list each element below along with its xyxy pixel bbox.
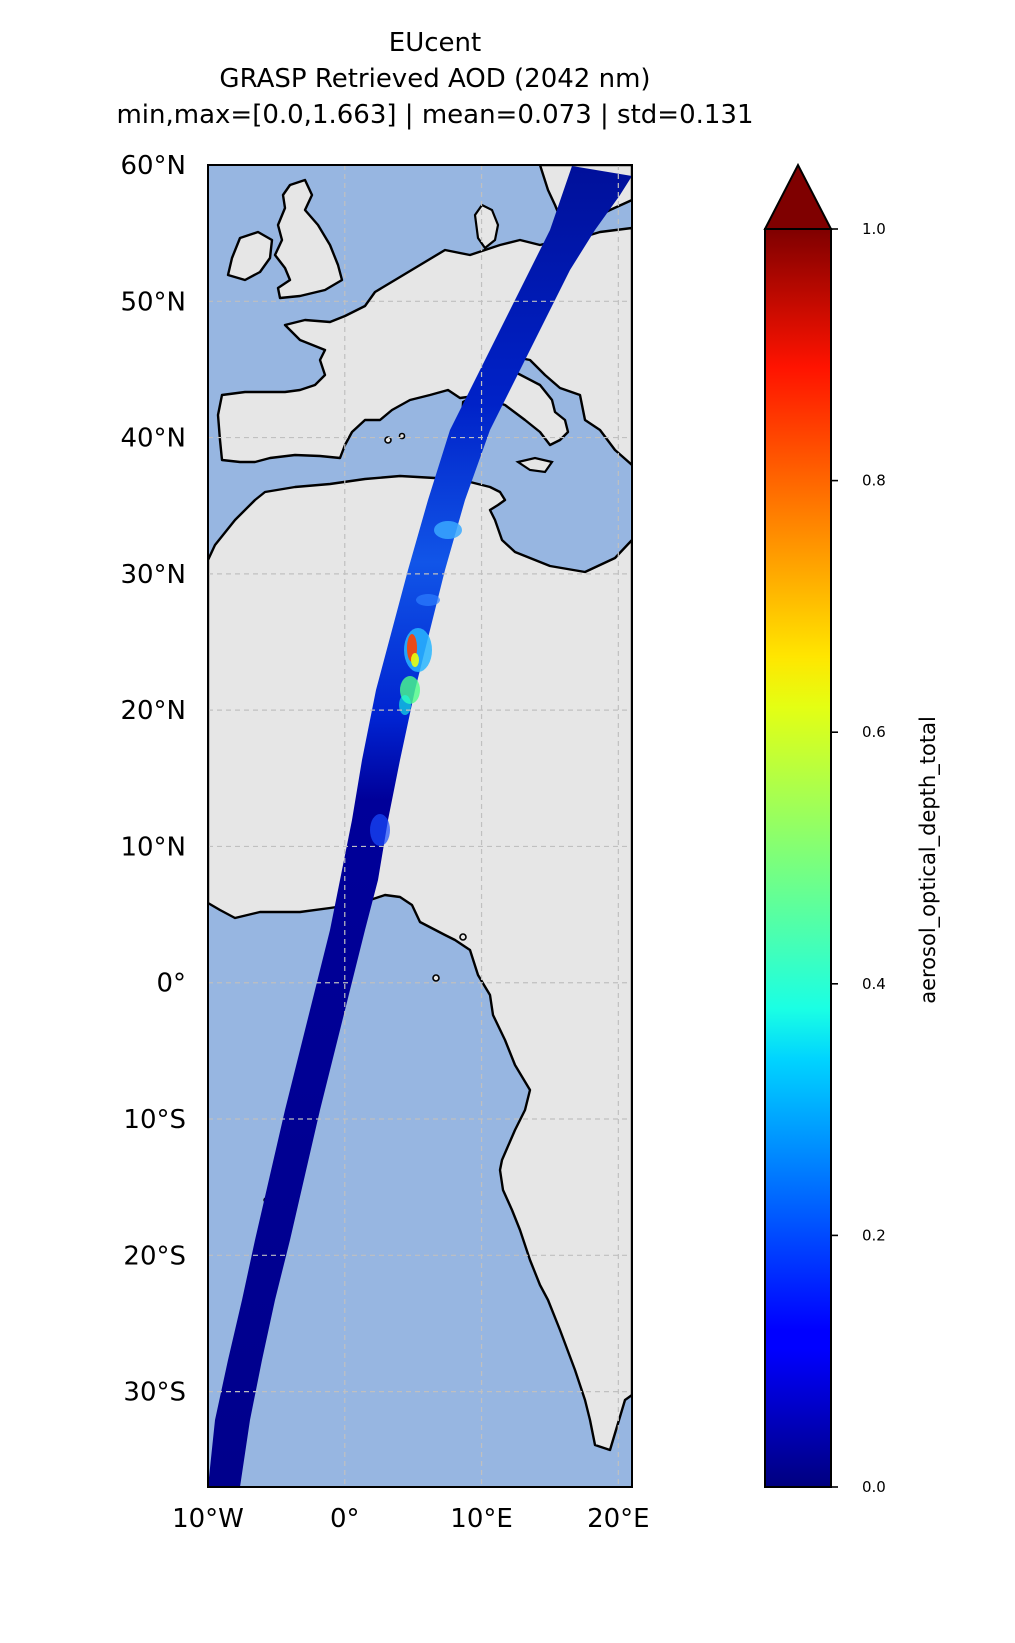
lat-tick-label: 30°N — [120, 560, 186, 590]
aod-patch — [370, 814, 390, 846]
colorbar-tick-label: 0.8 — [862, 472, 886, 490]
title-region: EUcent — [388, 28, 482, 58]
lat-tick-label: 20°N — [120, 696, 186, 726]
colorbar: 0.0 0.2 0.4 0.6 0.8 1.0 aerosol_optical_depth… — [763, 162, 941, 1496]
lon-tick-label: 20°E — [587, 1504, 650, 1534]
map-frame — [207, 164, 633, 1488]
gridlines — [208, 165, 632, 1487]
colorbar-ticks: 0.0 0.2 0.4 0.6 0.8 1.0 — [831, 220, 886, 1496]
colorbar-tick-label: 0.0 — [862, 1478, 886, 1496]
lat-tick-label: 50°N — [120, 287, 186, 317]
land-ireland — [226, 230, 274, 282]
lon-tick-label: 10°E — [450, 1504, 513, 1534]
aod-patch — [399, 695, 411, 715]
lat-tick-label: 10°N — [120, 832, 186, 862]
land-sicily — [515, 456, 554, 474]
longitude-tick-labels: 10°W 0° 10°E 20°E — [172, 1504, 649, 1534]
colorbar-label: aerosol_optical_depth_total — [916, 716, 941, 1004]
satellite-swath — [208, 166, 632, 1487]
lat-tick-label: 30°S — [123, 1378, 186, 1408]
colorbar-tick-label: 1.0 — [862, 220, 886, 238]
aod-patch — [416, 594, 440, 606]
island-bioko — [459, 933, 467, 941]
island-gulf-of-guinea — [432, 974, 440, 982]
lat-tick-label: 60°N — [120, 151, 186, 181]
lat-tick-label: 20°S — [123, 1241, 186, 1271]
lon-tick-label: 0° — [330, 1504, 360, 1534]
colorbar-tick-label: 0.4 — [862, 975, 886, 993]
aod-patch — [411, 653, 419, 667]
colorbar-tick-label: 0.6 — [862, 723, 886, 741]
colorbar-extend-arrow — [763, 162, 833, 230]
land-africa-europe — [208, 474, 632, 1452]
lon-tick-label: 10°W — [172, 1504, 244, 1534]
colorbar-gradient — [764, 228, 832, 1488]
title-statistics: min,max=[0.0,1.663] | mean=0.073 | std=0… — [116, 100, 754, 130]
lat-tick-label: 40°N — [120, 424, 186, 454]
lat-tick-label: 0° — [156, 969, 186, 999]
colorbar-tick-label: 0.2 — [862, 1226, 886, 1244]
aod-patch — [434, 521, 462, 539]
latitude-tick-labels: 60°N 50°N 40°N 30°N 20°N 10°N 0° 10°S 20°S 30°S — [120, 151, 186, 1408]
title-product: GRASP Retrieved AOD (2042 nm) — [219, 64, 651, 94]
land-denmark — [473, 203, 500, 250]
lat-tick-label: 10°S — [123, 1105, 186, 1135]
land-great-britain — [273, 178, 344, 300]
